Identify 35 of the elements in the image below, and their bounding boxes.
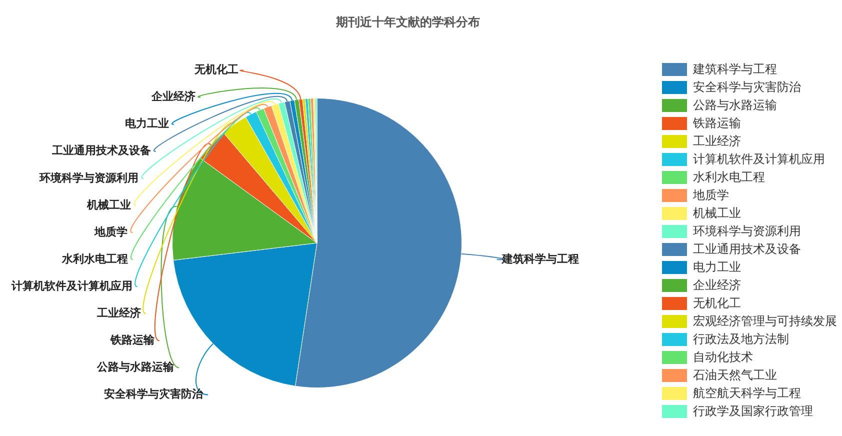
legend-label: 企业经济	[693, 276, 741, 294]
legend-label: 公路与水路运输	[693, 96, 777, 114]
legend-label: 机械工业	[693, 204, 741, 222]
legend-label: 计算机软件及计算机应用	[693, 150, 825, 168]
slice-label: 无机化工	[194, 63, 238, 76]
legend-label: 自动化技术	[693, 348, 753, 366]
slice-label: 工业经济	[96, 306, 141, 320]
slice-label: 企业经济	[150, 90, 196, 104]
legend-label: 石油天然气工业	[693, 366, 777, 384]
slice-label: 安全科学与灾害防治	[104, 388, 204, 401]
legend-label: 工业经济	[693, 132, 741, 150]
legend-label: 行政学及国家行政管理	[693, 402, 813, 420]
slice-label: 计算机软件及计算机应用	[10, 279, 132, 292]
legend-label: 水利水电工程	[693, 168, 765, 186]
slice-label: 地质学	[94, 225, 128, 238]
legend-label: 电力工业	[693, 258, 741, 276]
legend-label: 地质学	[693, 186, 729, 204]
slice-label: 水利水电工程	[60, 252, 128, 266]
legend-label: 环境科学与资源利用	[693, 222, 801, 240]
legend-label: 行政法及地方法制	[693, 330, 789, 348]
chart-title: 期刊近十年文献的学科分布	[335, 14, 481, 31]
slice-label: 公路与水路运输	[96, 360, 175, 374]
slice-label: 建筑科学与工程	[500, 252, 579, 266]
legend-label: 建筑科学与工程	[693, 60, 777, 78]
legend-label: 工业通用技术及设备	[693, 240, 801, 258]
legend-label: 铁路运输	[693, 114, 741, 132]
slice-label: 电力工业	[124, 117, 169, 130]
legend-label: 无机化工	[693, 294, 741, 312]
legend-label: 航空航天科学与工程	[693, 384, 801, 402]
slice-label: 环境科学与资源利用	[38, 171, 139, 184]
slice-label: 机械工业	[86, 198, 131, 212]
slice-label: 工业通用技术及设备	[50, 144, 151, 158]
legend-label: 宏观经济管理与可持续发展	[693, 312, 837, 330]
legend-label: 安全科学与灾害防治	[693, 78, 801, 96]
slice-label: 铁路运输	[109, 334, 156, 347]
